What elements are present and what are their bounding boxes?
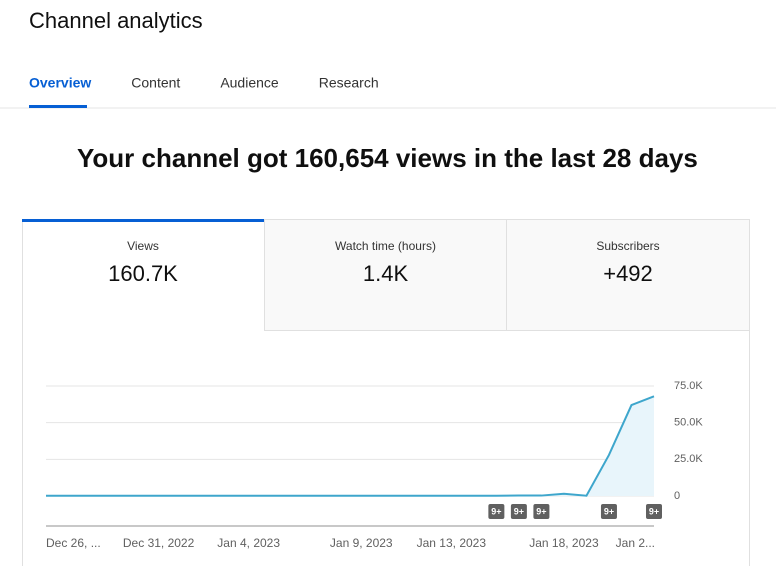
y-tick-label: 25.0K [674,453,703,465]
metric-label[interactable]: Subscribers [596,239,659,253]
tab[interactable]: Research [319,75,379,91]
annotation-badge[interactable] [600,504,617,519]
tab[interactable]: Content [131,75,180,91]
headline: Your channel got 160,654 views in the la… [77,143,698,173]
metric-value[interactable]: 160.7K [108,261,178,286]
annotation-badge[interactable] [646,504,662,519]
tab-underline [29,105,87,108]
x-tick-label: Jan 2... [616,536,655,550]
page-title: Channel analytics [29,8,203,33]
y-tick-label: 75.0K [674,380,703,392]
x-tick-label: Jan 18, 2023 [529,536,599,550]
annotation-badge[interactable] [510,504,527,519]
annotation-badge[interactable] [533,504,550,519]
annotation-label[interactable]: 9+ [514,506,524,516]
x-tick-label: Dec 26, ... [46,536,101,550]
annotation-label[interactable]: 9+ [649,506,659,516]
y-tick-label: 0 [674,490,680,502]
x-tick-label: Jan 4, 2023 [217,536,280,550]
metric-value[interactable]: +492 [603,261,653,286]
metric-label[interactable]: Watch time (hours) [335,239,436,253]
metric-label[interactable]: Views [127,239,159,253]
x-tick-label: Jan 13, 2023 [417,536,487,550]
annotation-label[interactable]: 9+ [536,506,546,516]
line [46,395,655,497]
metric-value[interactable]: 1.4K [363,261,409,286]
annotation-label[interactable]: 9+ [491,506,501,516]
tab[interactable]: Audience [220,75,279,91]
area [46,396,654,496]
metric-selected [22,219,264,222]
tab[interactable]: Overview [29,75,91,91]
y-tick-label: 50.0K [674,417,703,429]
x-tick-label: Dec 31, 2022 [123,536,195,550]
x-tick-label: Jan 9, 2023 [330,536,393,550]
annotation-badge[interactable] [488,504,505,519]
annotation-label[interactable]: 9+ [604,506,614,516]
